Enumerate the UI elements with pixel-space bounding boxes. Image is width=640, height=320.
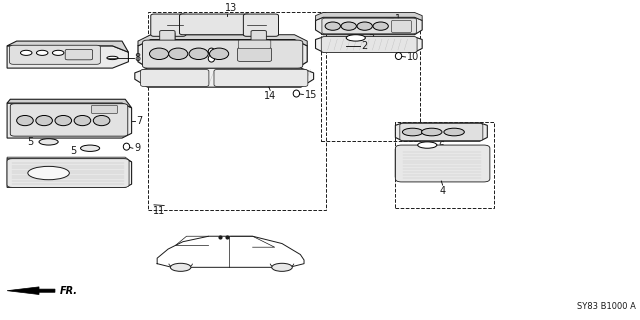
Polygon shape xyxy=(7,41,129,52)
Polygon shape xyxy=(316,37,422,52)
Ellipse shape xyxy=(209,48,228,60)
Text: 4: 4 xyxy=(440,186,445,196)
Ellipse shape xyxy=(346,35,365,41)
Ellipse shape xyxy=(422,128,442,136)
Ellipse shape xyxy=(325,22,340,30)
Polygon shape xyxy=(396,146,487,181)
Polygon shape xyxy=(7,157,132,162)
Ellipse shape xyxy=(396,52,402,60)
Text: 9: 9 xyxy=(135,143,141,153)
Text: 5: 5 xyxy=(28,137,34,147)
FancyBboxPatch shape xyxy=(65,49,93,60)
FancyBboxPatch shape xyxy=(396,145,490,182)
Polygon shape xyxy=(7,103,132,138)
Ellipse shape xyxy=(74,116,91,126)
Text: 1: 1 xyxy=(396,14,401,24)
Ellipse shape xyxy=(293,90,300,97)
FancyBboxPatch shape xyxy=(10,104,128,136)
FancyBboxPatch shape xyxy=(251,31,266,47)
Bar xyxy=(396,122,494,208)
FancyBboxPatch shape xyxy=(143,40,303,68)
Ellipse shape xyxy=(341,22,356,30)
Ellipse shape xyxy=(170,263,191,271)
FancyBboxPatch shape xyxy=(92,105,118,114)
FancyBboxPatch shape xyxy=(400,124,483,140)
Ellipse shape xyxy=(81,145,100,151)
FancyBboxPatch shape xyxy=(238,40,271,48)
Bar xyxy=(321,20,420,141)
Bar xyxy=(148,12,326,210)
FancyBboxPatch shape xyxy=(392,20,412,33)
FancyBboxPatch shape xyxy=(322,18,417,34)
FancyBboxPatch shape xyxy=(243,14,278,36)
Ellipse shape xyxy=(93,116,110,126)
Ellipse shape xyxy=(272,263,292,271)
Ellipse shape xyxy=(39,139,58,145)
Ellipse shape xyxy=(36,116,52,126)
Polygon shape xyxy=(316,12,422,20)
FancyBboxPatch shape xyxy=(141,69,209,86)
Text: 5: 5 xyxy=(70,146,76,156)
FancyBboxPatch shape xyxy=(321,36,417,52)
Ellipse shape xyxy=(403,128,423,136)
Ellipse shape xyxy=(28,166,69,180)
FancyBboxPatch shape xyxy=(214,69,308,86)
Ellipse shape xyxy=(169,48,188,60)
Ellipse shape xyxy=(208,48,214,55)
Text: 8: 8 xyxy=(135,53,141,63)
Text: 10: 10 xyxy=(407,52,419,62)
Polygon shape xyxy=(7,46,129,68)
Polygon shape xyxy=(7,287,55,294)
Text: 15: 15 xyxy=(305,90,317,100)
Ellipse shape xyxy=(373,22,388,30)
Polygon shape xyxy=(135,68,314,87)
FancyBboxPatch shape xyxy=(237,48,271,61)
Text: 3: 3 xyxy=(368,34,374,44)
FancyBboxPatch shape xyxy=(179,14,250,35)
Text: FR.: FR. xyxy=(60,286,77,296)
Ellipse shape xyxy=(17,116,33,126)
Polygon shape xyxy=(7,159,132,187)
Text: 7: 7 xyxy=(136,116,142,125)
Ellipse shape xyxy=(150,48,169,60)
Polygon shape xyxy=(396,123,487,141)
Ellipse shape xyxy=(124,143,130,150)
Text: 13: 13 xyxy=(225,4,237,13)
Polygon shape xyxy=(138,39,307,70)
Ellipse shape xyxy=(444,128,465,136)
Ellipse shape xyxy=(107,56,118,60)
Polygon shape xyxy=(7,99,132,108)
Text: 6: 6 xyxy=(439,141,445,151)
Ellipse shape xyxy=(418,142,437,148)
FancyBboxPatch shape xyxy=(160,31,175,47)
Polygon shape xyxy=(316,17,422,35)
FancyBboxPatch shape xyxy=(10,45,100,64)
Text: 14: 14 xyxy=(264,91,276,101)
Ellipse shape xyxy=(189,48,208,60)
Ellipse shape xyxy=(20,50,32,55)
Text: SY83 B1000 A: SY83 B1000 A xyxy=(577,302,636,311)
Ellipse shape xyxy=(52,50,64,55)
Text: 12: 12 xyxy=(221,51,234,61)
Text: 11: 11 xyxy=(153,206,166,216)
FancyBboxPatch shape xyxy=(7,159,129,187)
FancyBboxPatch shape xyxy=(162,32,175,44)
Ellipse shape xyxy=(208,55,214,62)
Text: 2: 2 xyxy=(361,42,367,52)
Polygon shape xyxy=(138,35,307,46)
Ellipse shape xyxy=(36,50,48,55)
Ellipse shape xyxy=(55,116,72,126)
Ellipse shape xyxy=(357,22,372,30)
FancyBboxPatch shape xyxy=(151,14,186,36)
